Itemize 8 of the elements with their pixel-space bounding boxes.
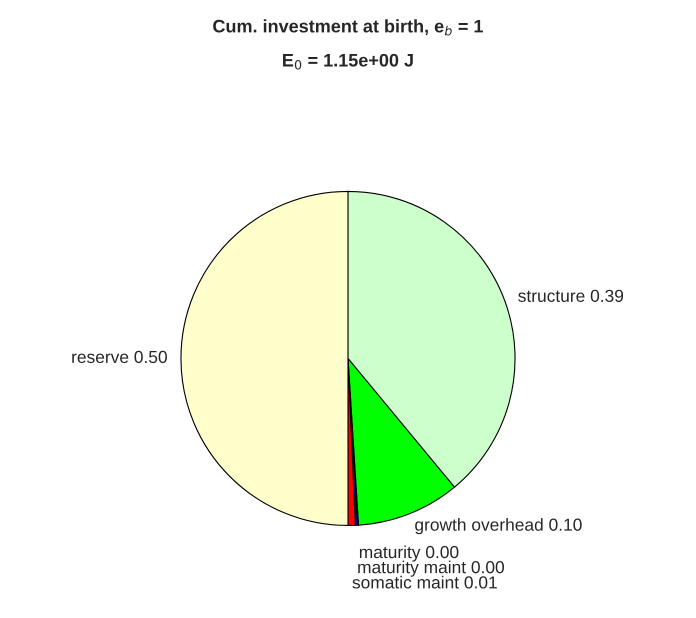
slice-label: structure 0.39 [518,290,624,302]
slice-label: reserve 0.50 [72,350,167,364]
slice-label: maturity maint 0.00 [358,560,504,577]
slice-label: growth overhead 0.10 [415,518,582,534]
chart-title: Cum. investment at birth, e$_{b}$ = 1 [213,19,483,36]
slice-label: somatic maint 0.01 [352,576,497,589]
chart-subtitle: E$_{0}$ = 1.15e+00 J [283,54,413,70]
slice-label: maturity 0.00 [360,545,458,562]
